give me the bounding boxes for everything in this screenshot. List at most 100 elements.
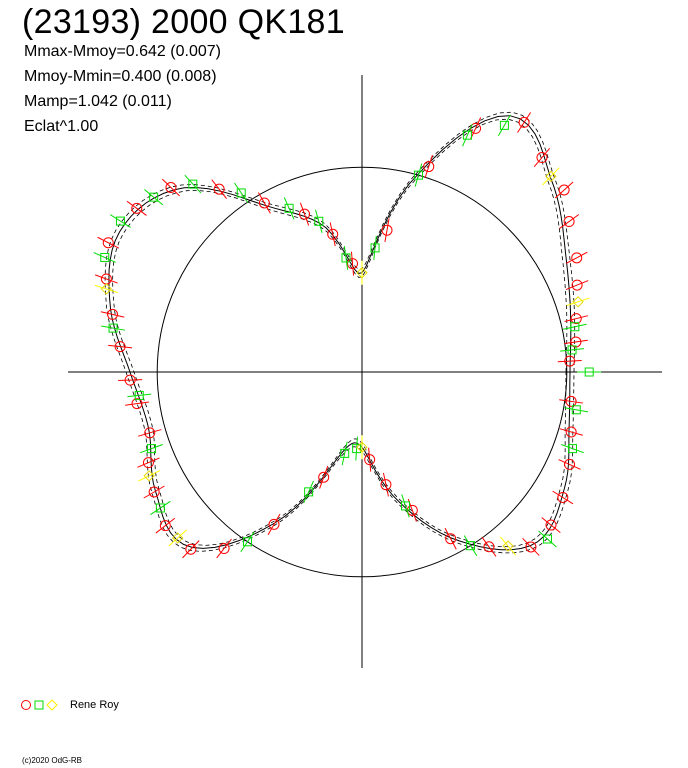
error-bar bbox=[462, 124, 473, 147]
data-point-red-circle bbox=[165, 181, 177, 193]
data-point-green-square bbox=[134, 390, 144, 400]
data-point-yellow-diamond bbox=[143, 470, 155, 482]
error-bar bbox=[216, 538, 232, 559]
error-bar bbox=[481, 536, 497, 557]
error-bar bbox=[100, 311, 125, 318]
legend: Rene Roy bbox=[20, 696, 119, 714]
data-point-green-square bbox=[370, 243, 380, 253]
error-bar bbox=[559, 428, 583, 436]
error-bar bbox=[558, 459, 581, 470]
error-bar bbox=[101, 325, 125, 331]
error-bar bbox=[211, 179, 227, 199]
data-point-red-circle bbox=[364, 454, 376, 466]
error-bar bbox=[143, 485, 165, 499]
error-bar bbox=[541, 517, 561, 533]
legend-red-circle-marker bbox=[21, 700, 31, 710]
error-bar bbox=[299, 202, 310, 226]
data-point-red-circle bbox=[102, 237, 114, 249]
error-bar bbox=[563, 323, 587, 330]
data-point-yellow-diamond bbox=[356, 441, 368, 453]
data-point-red-circle bbox=[218, 543, 230, 555]
data-point-red-circle bbox=[327, 228, 339, 240]
data-point-green-square bbox=[100, 252, 110, 262]
data-point-red-circle bbox=[268, 518, 280, 530]
data-point-green-square bbox=[115, 216, 125, 226]
legend-yellow-diamond-marker bbox=[46, 699, 58, 711]
data-point-red-circle bbox=[518, 116, 530, 128]
data-point-green-square bbox=[466, 541, 476, 551]
data-point-red-circle bbox=[565, 426, 577, 438]
error-bar bbox=[563, 339, 588, 345]
error-bar bbox=[240, 531, 255, 553]
error-bar bbox=[161, 178, 180, 197]
error-bar bbox=[182, 540, 200, 559]
error-bar bbox=[341, 441, 348, 466]
error-bar bbox=[137, 457, 160, 468]
error-bar bbox=[168, 529, 187, 547]
data-point-green-square bbox=[304, 487, 314, 497]
data-point-yellow-diamond bbox=[100, 283, 113, 295]
error-bar bbox=[384, 218, 390, 243]
error-bar bbox=[350, 251, 355, 276]
error-bar bbox=[565, 251, 588, 264]
data-point-red-circle bbox=[347, 258, 359, 270]
data-points-group bbox=[93, 112, 602, 559]
data-point-red-circle bbox=[525, 541, 537, 553]
error-bar bbox=[538, 530, 557, 548]
error-bar bbox=[126, 200, 147, 216]
data-point-green-square bbox=[108, 323, 118, 333]
data-point-yellow-diamond bbox=[171, 532, 184, 544]
error-bar bbox=[140, 444, 163, 454]
data-point-red-circle bbox=[445, 533, 457, 545]
data-point-green-square bbox=[284, 203, 294, 213]
data-point-red-circle bbox=[131, 202, 143, 214]
stat-mamp: Mamp=1.042 (0.011) bbox=[24, 93, 172, 110]
error-bar bbox=[565, 280, 589, 291]
error-bar bbox=[150, 500, 171, 516]
error-bar bbox=[542, 167, 560, 186]
data-point-green-square bbox=[542, 534, 552, 544]
error-bar bbox=[424, 155, 433, 179]
error-bar bbox=[444, 527, 457, 550]
data-point-red-circle bbox=[381, 224, 393, 236]
error-bar bbox=[155, 517, 176, 534]
data-point-red-circle bbox=[564, 355, 576, 367]
model-curve bbox=[108, 115, 572, 551]
error-bar bbox=[559, 399, 584, 404]
legend-label: Rene Roy bbox=[70, 699, 119, 711]
data-point-green-square bbox=[147, 444, 157, 454]
stat-eclat: Eclat^1.00 bbox=[24, 118, 99, 135]
data-point-green-square bbox=[341, 253, 351, 263]
error-bar bbox=[138, 429, 162, 437]
error-bar bbox=[314, 209, 323, 233]
data-point-red-circle bbox=[545, 519, 557, 531]
data-point-green-square bbox=[314, 216, 324, 226]
data-point-green-square bbox=[584, 367, 594, 377]
data-point-green-square bbox=[413, 170, 423, 180]
error-bar bbox=[97, 236, 120, 249]
reference-circle bbox=[156, 166, 568, 578]
error-bar bbox=[257, 192, 271, 214]
data-point-red-circle bbox=[318, 471, 330, 483]
error-bar bbox=[382, 472, 389, 497]
stat-mmoy-mmin: Mmoy-Mmin=0.400 (0.008) bbox=[24, 68, 217, 85]
data-point-green-square bbox=[149, 192, 159, 202]
error-bar bbox=[499, 536, 517, 556]
error-bar bbox=[559, 214, 580, 229]
error-bar bbox=[110, 214, 131, 228]
data-point-red-circle bbox=[114, 341, 126, 353]
error-bar bbox=[138, 470, 161, 482]
stat-mmax-mmoy: Mmax-Mmoy=0.642 (0.007) bbox=[24, 43, 221, 60]
data-point-red-circle bbox=[483, 541, 495, 553]
error-bar bbox=[373, 235, 377, 260]
data-point-red-circle bbox=[558, 184, 570, 196]
data-point-red-circle bbox=[571, 252, 583, 264]
error-bar bbox=[283, 197, 295, 220]
error-bar bbox=[234, 182, 249, 204]
error-bar bbox=[125, 401, 149, 406]
data-point-green-square bbox=[236, 188, 246, 198]
data-point-yellow-diamond bbox=[356, 267, 368, 279]
error-bar bbox=[560, 348, 585, 352]
data-point-red-circle bbox=[423, 161, 435, 173]
